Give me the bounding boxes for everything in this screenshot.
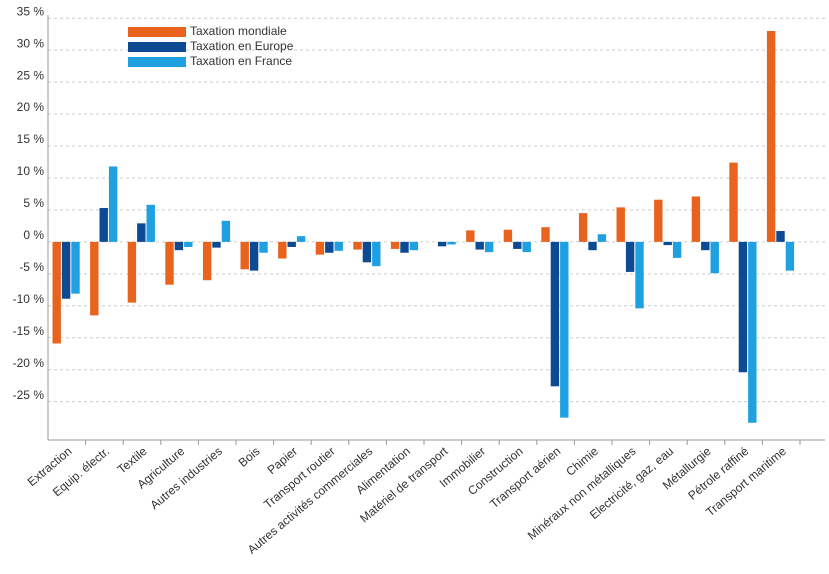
bar — [578, 213, 588, 242]
y-tick-label: 25 % — [17, 68, 45, 82]
bar — [146, 204, 155, 242]
y-tick-label: -25 % — [13, 388, 45, 402]
bar — [390, 241, 400, 249]
bar — [174, 241, 184, 251]
bar — [353, 241, 362, 250]
bar — [541, 227, 550, 242]
bar — [437, 241, 447, 247]
bar — [296, 236, 306, 242]
bar — [672, 241, 682, 258]
bar — [165, 241, 174, 285]
bar — [99, 208, 108, 242]
bar — [550, 241, 560, 387]
bar — [212, 241, 221, 248]
bar — [184, 241, 193, 247]
bar — [635, 241, 644, 309]
bar — [372, 241, 381, 267]
bar — [90, 241, 99, 316]
bar — [202, 241, 212, 281]
bar — [362, 241, 372, 263]
bar — [325, 241, 334, 253]
bar — [701, 241, 710, 251]
bar — [127, 241, 137, 303]
bar — [108, 166, 118, 242]
bar — [334, 241, 343, 251]
bar — [522, 241, 531, 253]
legend-swatch — [128, 27, 186, 37]
bar — [560, 241, 569, 418]
y-tick-label: -20 % — [13, 356, 45, 370]
bar — [588, 241, 597, 251]
bar — [616, 207, 625, 242]
bar — [691, 196, 701, 242]
bar — [61, 241, 71, 299]
x-tick-label: Transport aérien — [487, 444, 563, 511]
y-tick-label: 5 % — [23, 196, 44, 210]
bar — [287, 241, 296, 247]
legend-label: Taxation en France — [190, 54, 292, 68]
bar — [776, 231, 785, 242]
bar — [625, 241, 635, 272]
bar — [503, 229, 513, 242]
bar — [738, 241, 748, 373]
y-tick-label: 0 % — [23, 228, 44, 242]
bar — [475, 241, 484, 250]
bar — [766, 30, 776, 242]
y-tick-label: 15 % — [17, 132, 45, 146]
bar — [663, 241, 672, 246]
legend-swatch — [128, 57, 186, 67]
bar — [409, 241, 419, 251]
legend-label: Taxation en Europe — [190, 39, 294, 53]
bar — [71, 241, 80, 294]
bar — [466, 230, 475, 242]
bar — [240, 241, 249, 270]
bar — [597, 234, 607, 242]
y-tick-label: 35 % — [17, 4, 45, 18]
y-tick-label: 20 % — [17, 100, 45, 114]
bar — [654, 199, 663, 242]
legend-label: Taxation mondiale — [190, 24, 287, 38]
x-tick-label: Bois — [236, 444, 263, 470]
bar — [249, 241, 259, 271]
bar — [785, 241, 795, 271]
bar — [315, 241, 325, 255]
bar — [447, 241, 456, 245]
y-tick-label: -10 % — [13, 292, 45, 306]
bar — [484, 241, 494, 253]
legend-swatch — [128, 42, 186, 52]
y-tick-label: 30 % — [17, 36, 45, 50]
y-tick-label: 10 % — [17, 164, 45, 178]
bar — [221, 220, 231, 242]
bar — [748, 241, 757, 423]
bar — [513, 241, 522, 249]
bar — [52, 241, 61, 344]
bar — [710, 241, 719, 274]
bar — [137, 223, 146, 242]
bar — [259, 241, 268, 253]
bar — [278, 241, 287, 259]
y-tick-label: -5 % — [19, 260, 44, 274]
bar — [729, 162, 738, 242]
bar — [400, 241, 409, 253]
y-tick-label: -15 % — [13, 324, 45, 338]
